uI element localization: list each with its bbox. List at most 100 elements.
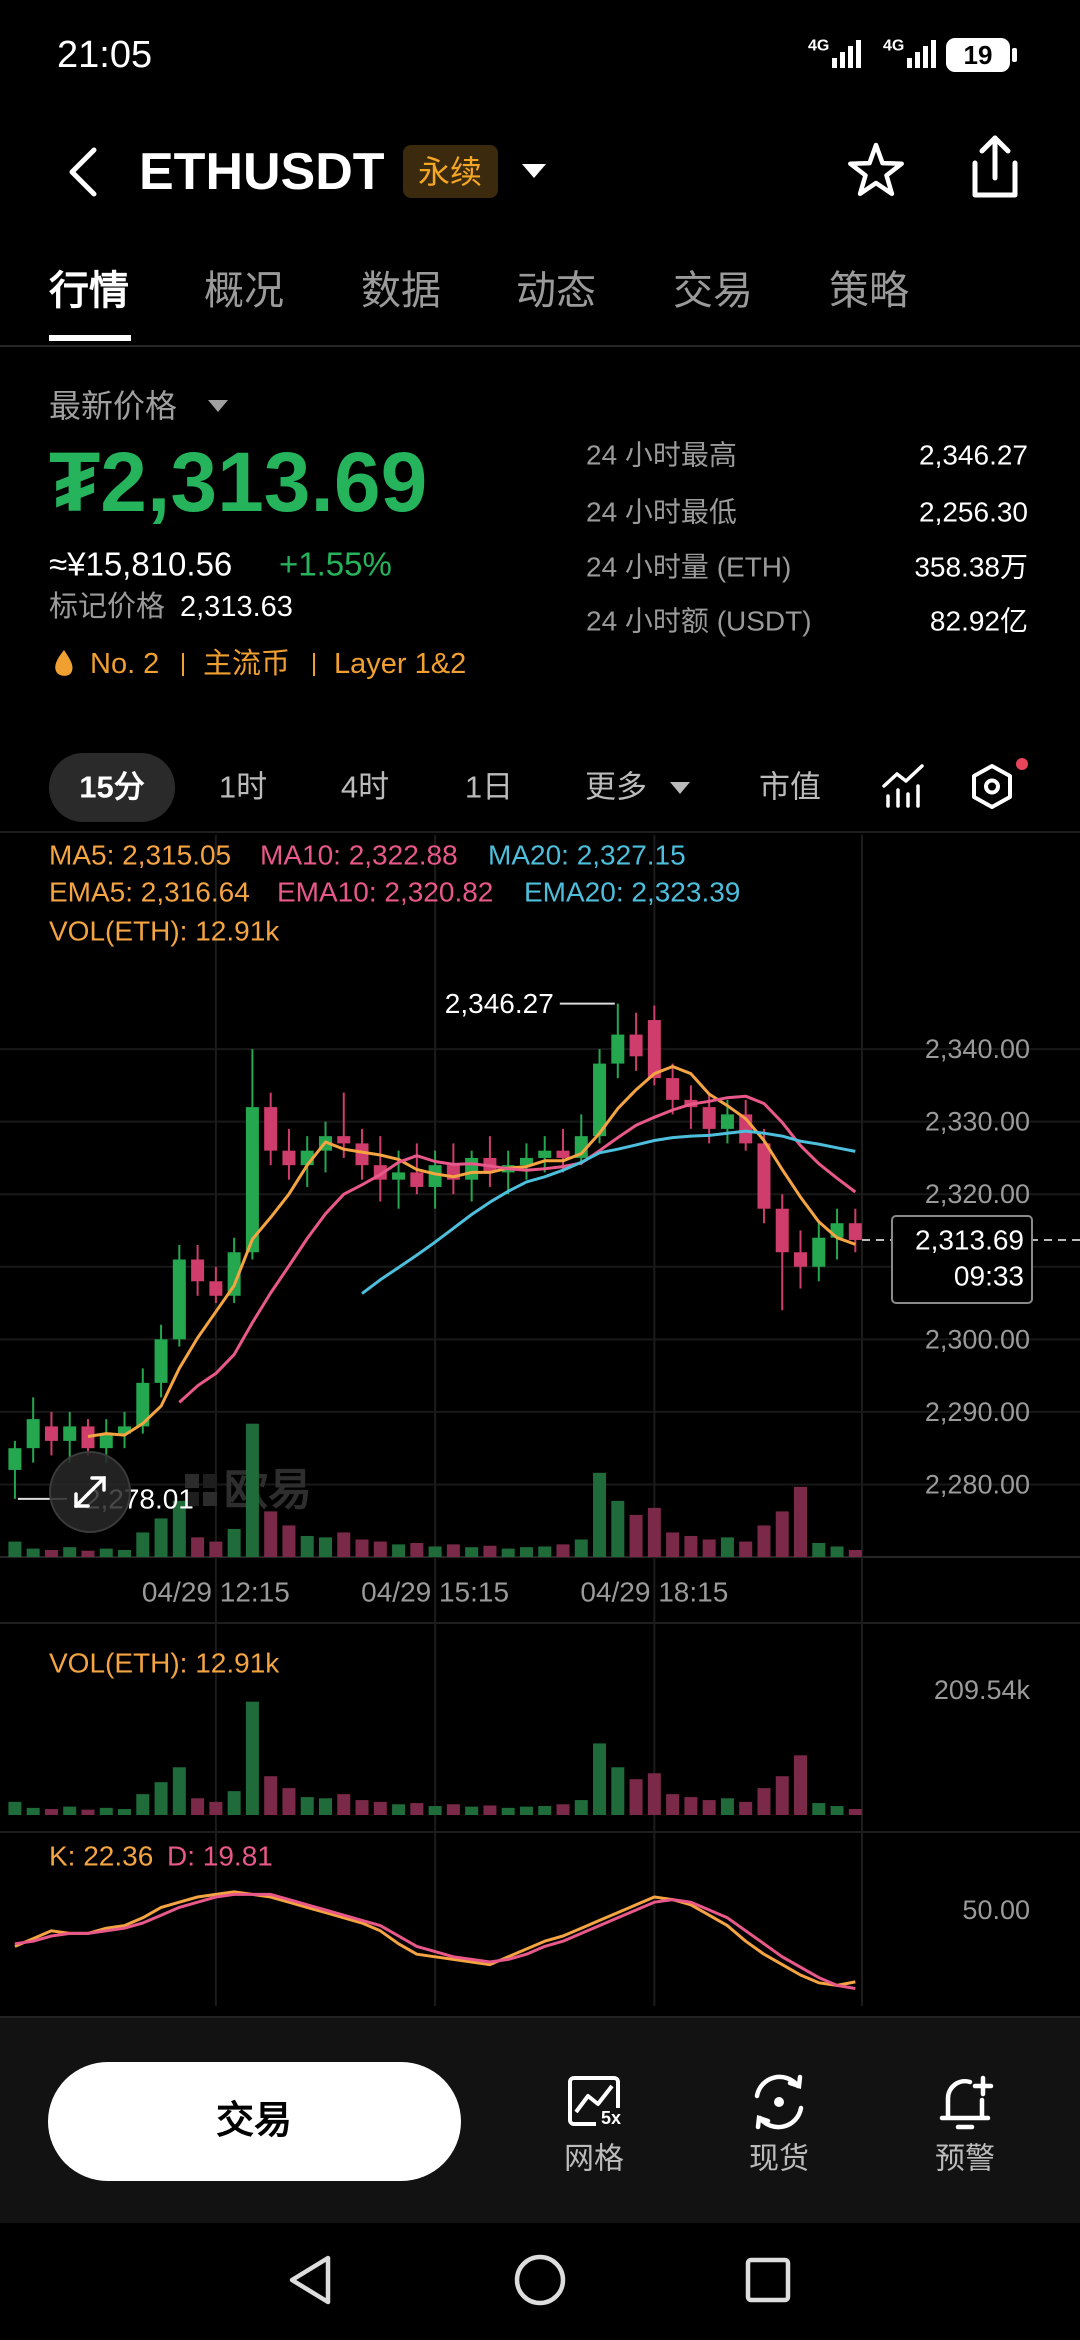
volume-bar — [118, 1809, 132, 1815]
tab[interactable]: 动态 — [516, 269, 596, 313]
volume-bar — [245, 1423, 259, 1557]
volume-bar — [300, 1535, 314, 1557]
grid-badge: 5x — [601, 2108, 621, 2128]
candle-body — [775, 1208, 789, 1253]
price-label[interactable]: 最新价格 — [49, 388, 177, 424]
symbol[interactable]: ETHUSDT — [139, 143, 385, 201]
volume-bar — [556, 1544, 570, 1557]
system-recents[interactable] — [745, 2257, 791, 2303]
interval[interactable]: 1时 — [219, 770, 267, 805]
chart-layer: 2,340.002,330.002,320.002,310.002,300.00… — [0, 835, 1080, 2006]
panel-title: VOL(ETH): 12.91k — [49, 1648, 280, 1679]
system-back[interactable] — [289, 2255, 331, 2305]
candle-body — [629, 1034, 643, 1057]
volume-bar — [629, 1514, 643, 1557]
contract-badge: 永续 — [418, 154, 482, 190]
candle-body — [209, 1281, 223, 1296]
interval[interactable]: 15分 — [79, 770, 144, 805]
candle-body — [227, 1252, 241, 1296]
tab[interactable]: 行情 — [49, 269, 129, 313]
nav-label[interactable]: 网格 — [564, 2143, 624, 2176]
y-tick-label: 2,280.00 — [925, 1469, 1030, 1499]
volume-bar — [99, 1548, 113, 1557]
signal-icon — [907, 40, 936, 68]
candle-body — [245, 1107, 259, 1253]
symbol-dropdown[interactable] — [522, 164, 546, 178]
grid-icon[interactable] — [568, 2076, 620, 2126]
last-price-label: 2,313.69 — [915, 1224, 1024, 1255]
volume-bar — [63, 1547, 77, 1557]
market-cap[interactable]: 市值 — [759, 770, 821, 805]
candle-body — [136, 1382, 150, 1427]
settings-button[interactable] — [972, 764, 1012, 809]
badge-bg — [403, 145, 498, 198]
candle-body — [8, 1448, 22, 1470]
candle-body — [282, 1150, 296, 1166]
interval-more[interactable]: 更多 — [585, 770, 647, 805]
more-dropdown[interactable] — [670, 782, 690, 794]
spot-icon[interactable] — [754, 2074, 804, 2130]
nav-label[interactable]: 现货 — [749, 2143, 809, 2176]
volume-bar — [227, 1791, 241, 1815]
rank-tag[interactable]: No. 2 — [90, 648, 159, 680]
legend-entry: MA20: 2,327.15 — [488, 840, 686, 871]
volume-bar — [666, 1532, 680, 1557]
volume-bar — [44, 1549, 58, 1557]
nav-label[interactable]: 预警 — [935, 2143, 995, 2176]
volume-bar — [519, 1806, 533, 1815]
back-button[interactable] — [69, 147, 97, 197]
price-change: +1.55% — [279, 546, 392, 583]
interval[interactable]: 4时 — [341, 770, 389, 805]
alert-icon[interactable] — [939, 2075, 994, 2130]
volume-bar — [611, 1767, 625, 1815]
volume-bar — [757, 1788, 771, 1815]
trade-button[interactable] — [48, 2062, 461, 2181]
candle-body — [794, 1252, 808, 1267]
volume-bar — [410, 1803, 424, 1815]
spot-icon-dot — [774, 2097, 784, 2107]
price-dropdown[interactable] — [208, 400, 228, 412]
category-tag[interactable]: Layer 1&2 — [334, 648, 466, 680]
stat-label: 24 小时额 (USDT) — [586, 606, 812, 637]
stat-label: 24 小时最低 — [586, 497, 737, 528]
candle-body — [392, 1172, 406, 1180]
y-tick-label: 2,300.00 — [925, 1324, 1030, 1354]
tab[interactable]: 概况 — [204, 269, 284, 313]
volume-bar — [684, 1535, 698, 1557]
tab[interactable]: 策略 — [829, 269, 909, 313]
volume-bar — [702, 1539, 716, 1557]
volume-bar — [191, 1537, 205, 1557]
trade-label[interactable]: 交易 — [216, 2099, 292, 2142]
favorite-button[interactable] — [848, 142, 904, 197]
countdown: 09:33 — [954, 1260, 1024, 1291]
volume-bar — [8, 1541, 22, 1557]
volume-bar — [666, 1794, 680, 1815]
tab[interactable]: 数据 — [361, 269, 441, 313]
system-home[interactable] — [514, 2254, 566, 2306]
volume-bar — [465, 1547, 479, 1557]
interval[interactable]: 1日 — [465, 770, 513, 805]
category-tag[interactable]: 主流币 — [203, 647, 290, 680]
indicator-button[interactable] — [882, 764, 924, 808]
volume-bar — [373, 1541, 387, 1557]
volume-bar — [647, 1507, 661, 1557]
volume-bar — [410, 1542, 424, 1557]
volume-bar — [118, 1549, 132, 1557]
tab[interactable]: 交易 — [673, 269, 753, 313]
volume-bar — [428, 1546, 442, 1557]
volume-bar — [8, 1801, 22, 1815]
ma-line — [178, 1094, 857, 1404]
notification-dot — [1016, 758, 1028, 770]
volume-bar — [154, 1782, 168, 1815]
candle-body — [191, 1259, 205, 1282]
volume-bar — [264, 1511, 278, 1557]
volume-bar — [775, 1776, 789, 1815]
y-tick-label: 2,290.00 — [925, 1397, 1030, 1427]
volume-bar — [556, 1804, 570, 1815]
volume-bar — [63, 1806, 77, 1815]
candle-body — [812, 1237, 826, 1267]
candle-body — [154, 1339, 168, 1383]
candle-body — [63, 1426, 77, 1441]
share-button[interactable] — [972, 135, 1018, 198]
